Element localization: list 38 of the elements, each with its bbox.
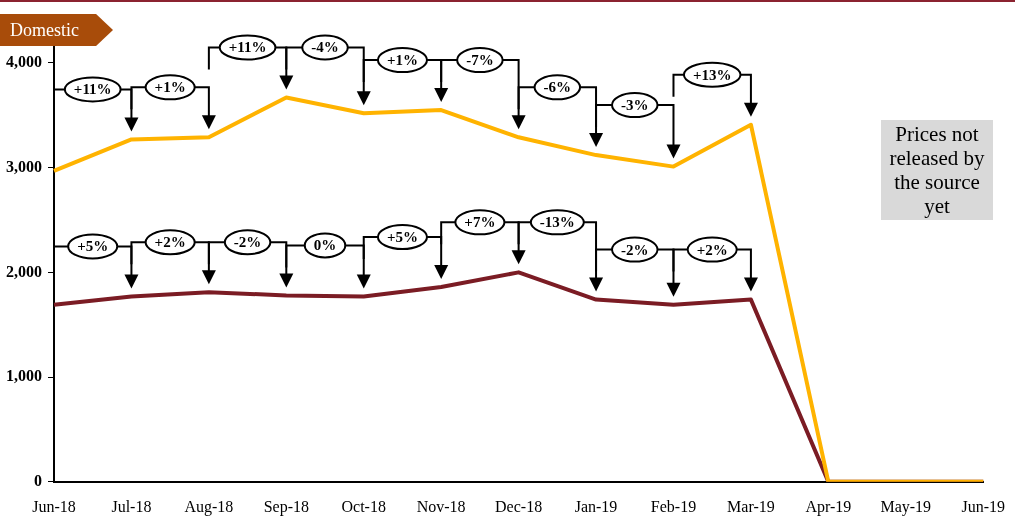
annotation: -13%	[539, 214, 575, 231]
x-tick-label: Jul-18	[111, 497, 152, 515]
annotation: +1%	[386, 52, 418, 69]
annotation: Prices not released by the source yet	[881, 120, 993, 220]
x-tick-label: Nov-18	[416, 497, 466, 515]
x-tick-label: Feb-19	[650, 497, 697, 515]
annotation: -4%	[311, 39, 339, 56]
x-tick-label: Oct-18	[341, 497, 386, 515]
x-tick-label: Jun-19	[961, 497, 1005, 515]
annotation: -6%	[543, 79, 572, 96]
annotation: -7%	[466, 52, 494, 69]
annotation: -2%	[233, 234, 262, 251]
annotation: +5%	[386, 229, 418, 246]
annotation: +2%	[154, 234, 186, 251]
annotation: -2%	[621, 241, 649, 258]
annotation: +13%	[692, 66, 732, 83]
chart-title: Domestic	[0, 14, 113, 46]
x-tick-label: Dec-18	[495, 497, 543, 515]
x-tick-label: May-19	[880, 497, 932, 516]
x-tick-label: Sep-18	[263, 497, 309, 516]
annotation: +11%	[228, 39, 267, 56]
x-tick-label: Apr-19	[805, 497, 852, 516]
y-tick-label: 2,000	[6, 262, 42, 280]
y-tick-label: 0	[34, 471, 42, 489]
annotation: 0%	[313, 237, 337, 254]
x-tick-label: Mar-19	[727, 497, 775, 515]
x-tick-label: Jun-18	[32, 497, 76, 515]
y-tick-label: 4,000	[6, 53, 42, 71]
y-tick-label: 1,000	[6, 367, 42, 385]
annotation: +5%	[77, 238, 109, 255]
x-tick-label: Aug-18	[184, 497, 234, 516]
annotation: +2%	[696, 241, 728, 258]
y-tick-label: 3,000	[6, 157, 42, 175]
annotation: +11%	[73, 81, 112, 98]
annotation: -3%	[621, 97, 649, 114]
annotation: +1%	[154, 79, 186, 96]
x-tick-label: Jan-19	[574, 497, 618, 515]
annotation: +7%	[464, 214, 496, 231]
